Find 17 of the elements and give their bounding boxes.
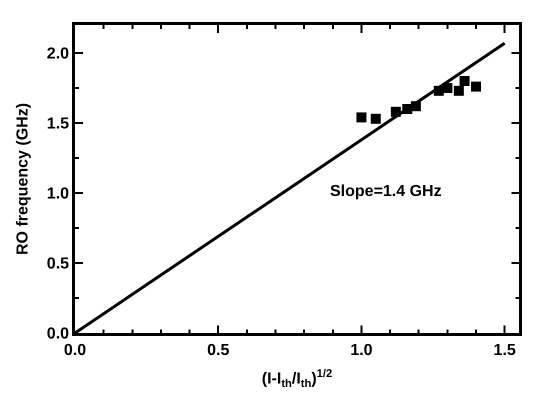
y-tick-label: 1.0 [46, 186, 70, 203]
point [454, 86, 464, 96]
point [460, 76, 470, 86]
x-axis-title: (I-I$_{th}$/I$_{th}$)$^{1/2}$ [262, 368, 332, 390]
point [370, 114, 381, 124]
point [356, 112, 366, 122]
y-tick-label: 0.5 [46, 256, 70, 273]
x-tick-label: 0.5 [207, 342, 230, 359]
y-tick-label: 2.0 [46, 46, 70, 63]
x-tick-label: 0.0 [64, 342, 86, 359]
y-tick-label: 0.0 [46, 326, 70, 343]
x-tick-label: 1.5 [494, 342, 516, 359]
point [471, 82, 482, 92]
y-tick-label: 1.5 [46, 116, 70, 133]
annotation: Slope=1.4 GHz [330, 183, 442, 200]
y-axis-title: RO frequency (GHz) [14, 102, 32, 256]
x-tick-label: 1.0 [350, 342, 373, 359]
